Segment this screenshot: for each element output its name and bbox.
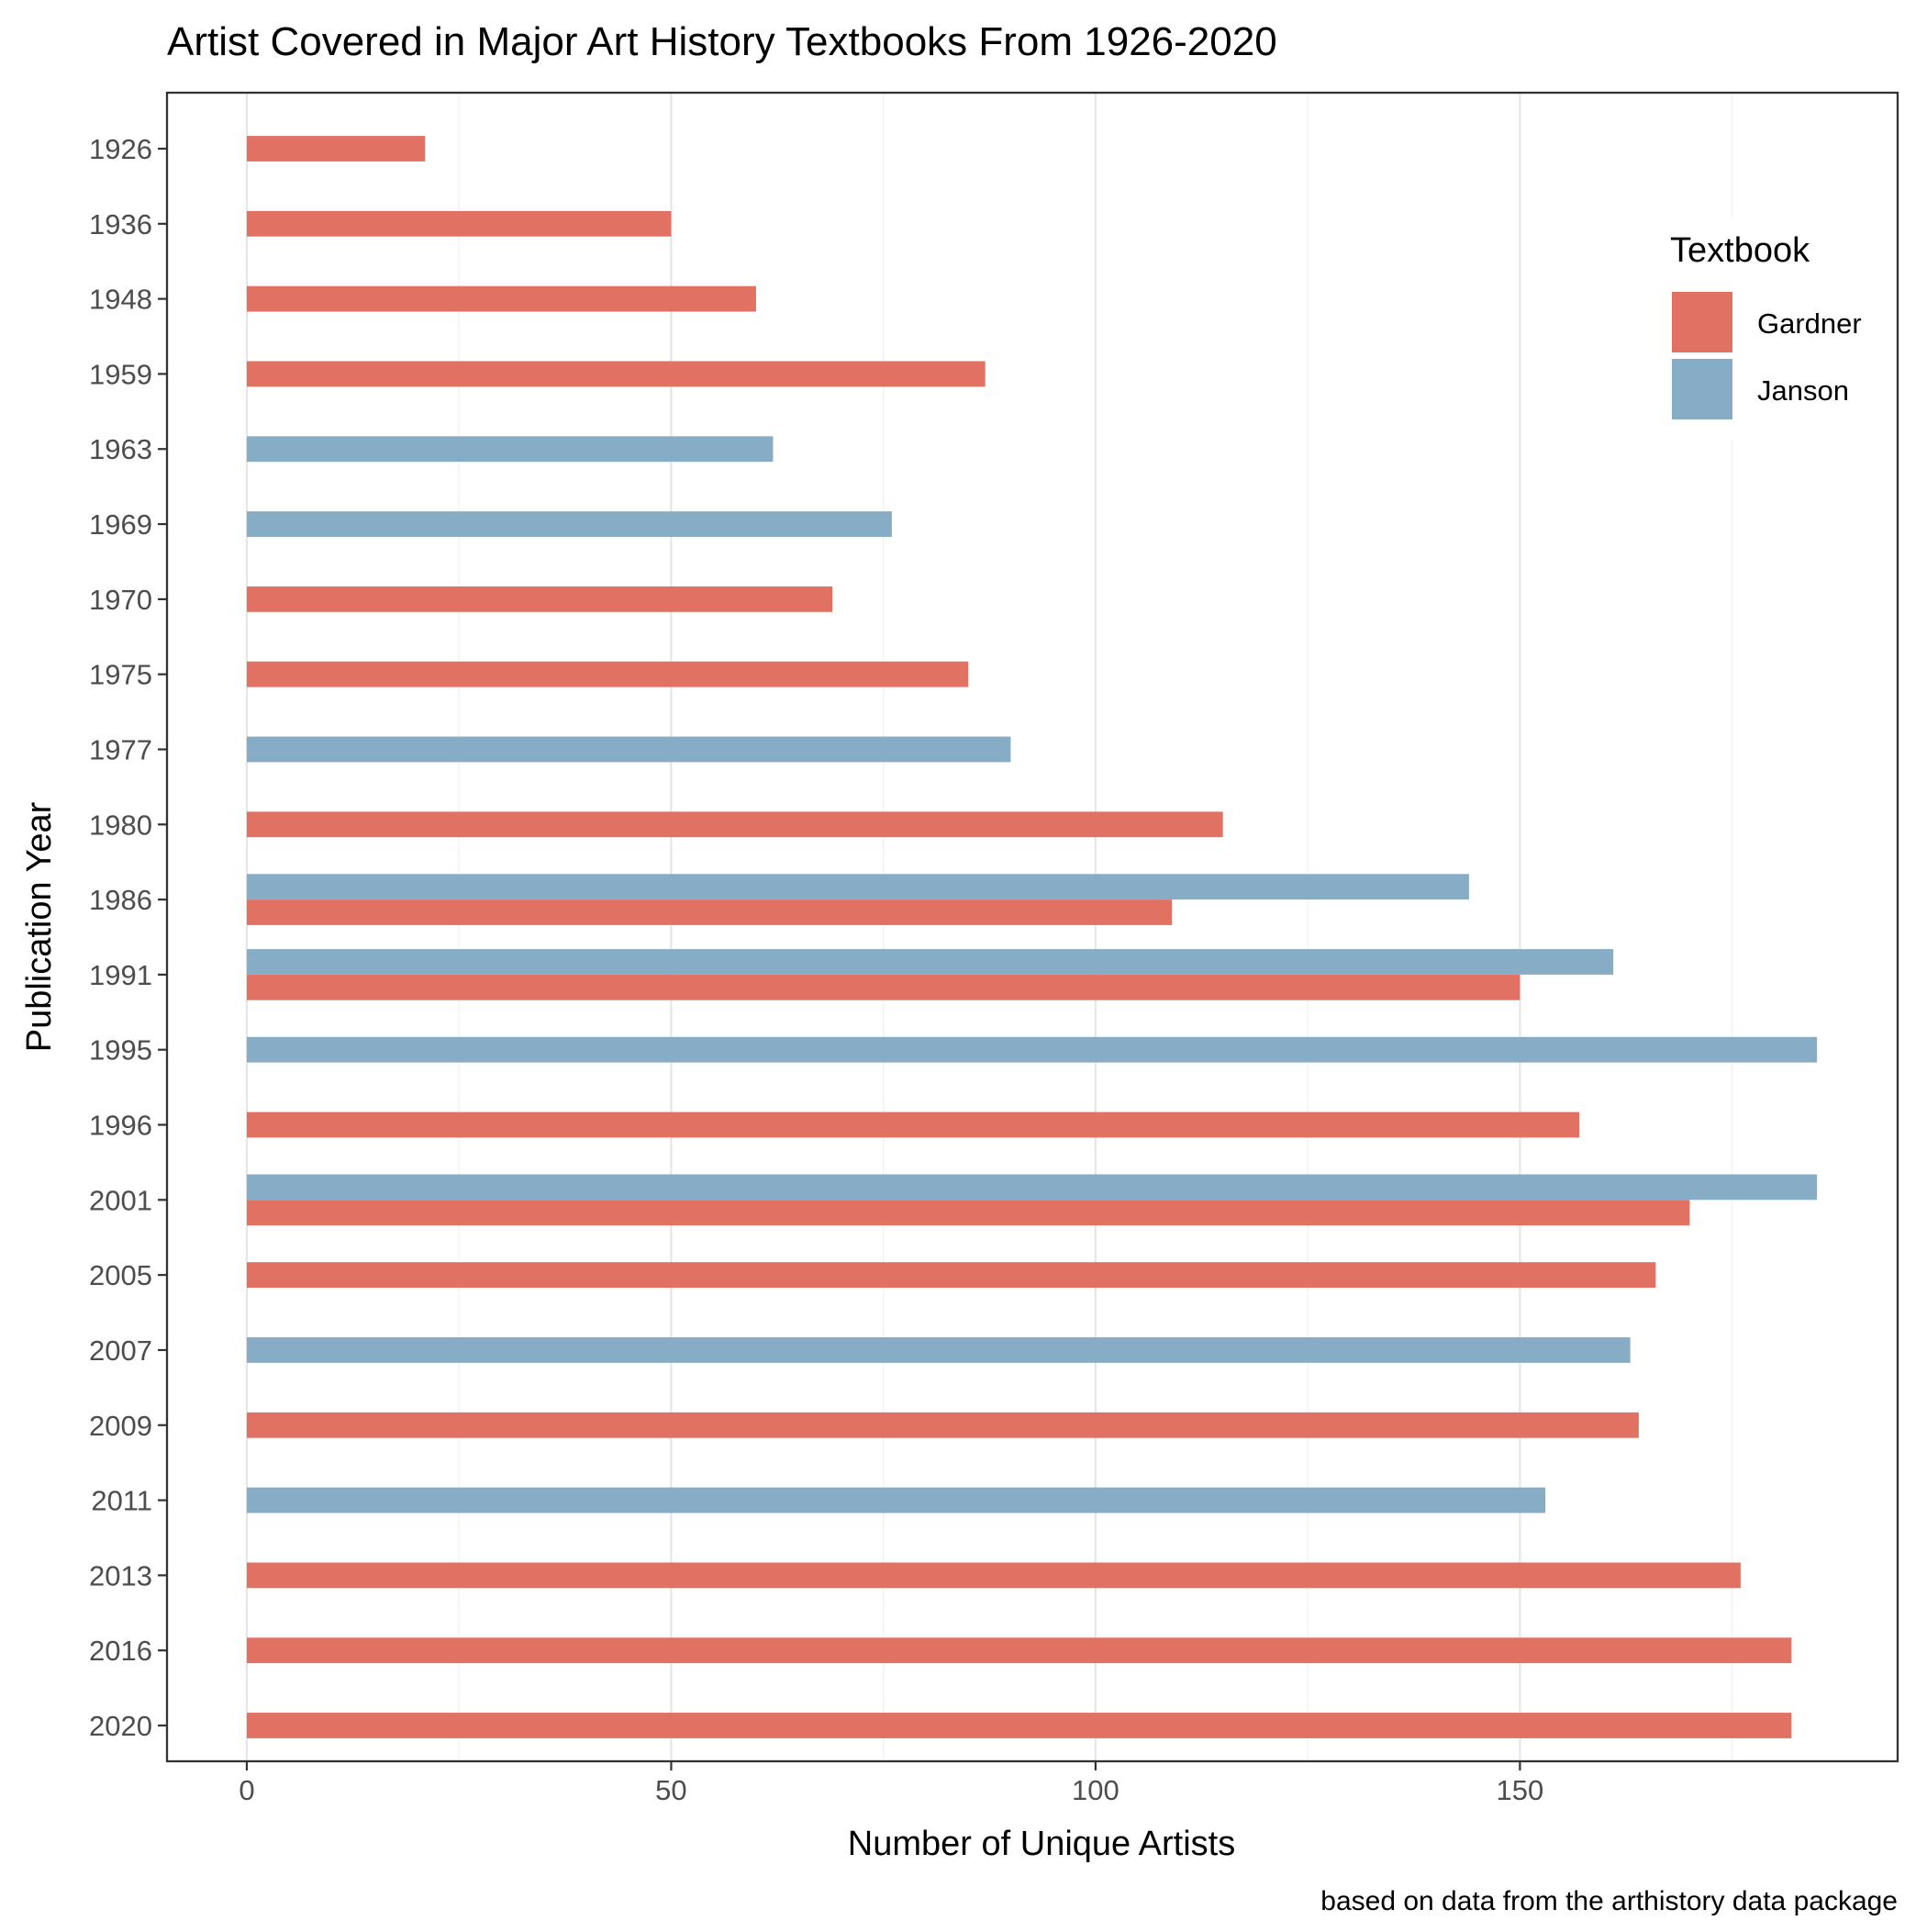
- bar-gardner-1959: [246, 361, 986, 387]
- x-tick-label: 150: [1497, 1774, 1544, 1806]
- y-tick-label: 1977: [89, 733, 152, 765]
- legend: Textbook Gardner Janson: [1650, 218, 1862, 441]
- bar-gardner-1970: [246, 586, 833, 612]
- y-axis-title: Publication Year: [20, 801, 59, 1052]
- bar-janson-1963: [246, 436, 774, 463]
- bar-gardner-1991: [246, 974, 1520, 1000]
- bar-janson-2001: [246, 1174, 1818, 1201]
- bar-janson-1977: [246, 736, 1011, 763]
- bar-janson-1991: [246, 949, 1614, 975]
- y-tick-label: 1986: [89, 884, 152, 916]
- x-tick-label: 100: [1072, 1774, 1119, 1806]
- bar-gardner-2016: [246, 1637, 1792, 1664]
- chart-title: Artist Covered in Major Art History Text…: [167, 19, 1277, 64]
- y-tick-label: 1926: [89, 133, 152, 165]
- y-tick-label: 1959: [89, 358, 152, 390]
- y-tick-label: 2020: [89, 1710, 152, 1742]
- y-tick-label: 1991: [89, 959, 152, 991]
- y-tick-label: 1980: [89, 809, 152, 841]
- x-tick-label: 0: [239, 1774, 254, 1806]
- y-tick-label: 2011: [91, 1485, 152, 1517]
- legend-key-gardner: [1672, 292, 1732, 352]
- y-tick-label: 1936: [89, 208, 152, 240]
- y-tick-label: 1995: [89, 1034, 152, 1067]
- chart-caption: based on data from the arthistory data p…: [1320, 1886, 1898, 1916]
- bar-gardner-1926: [246, 136, 426, 162]
- y-tick-label: 2016: [89, 1635, 152, 1667]
- bar-gardner-2013: [246, 1562, 1741, 1589]
- y-tick-label: 1963: [89, 433, 152, 465]
- legend-label-gardner: Gardner: [1757, 307, 1862, 340]
- y-tick-label: 1975: [89, 659, 152, 691]
- bar-gardner-2005: [246, 1262, 1656, 1289]
- bar-gardner-1936: [246, 210, 672, 237]
- bar-janson-2011: [246, 1487, 1546, 1513]
- y-tick-label: 1970: [89, 584, 152, 616]
- bar-gardner-1996: [246, 1111, 1580, 1138]
- bar-gardner-1975: [246, 661, 969, 687]
- y-tick-label: 2005: [89, 1259, 152, 1291]
- legend-label-janson: Janson: [1757, 374, 1849, 407]
- x-axis-title: Number of Unique Artists: [848, 1825, 1235, 1863]
- plot-panel-border: [165, 91, 1899, 1763]
- bar-gardner-1948: [246, 285, 756, 312]
- bar-gardner-1980: [246, 811, 1223, 838]
- legend-key-janson: [1672, 359, 1732, 419]
- bars: [246, 136, 1818, 1738]
- y-tick-label: 2007: [89, 1335, 152, 1367]
- legend-title: Textbook: [1670, 231, 1810, 270]
- y-tick-label: 1996: [89, 1110, 152, 1142]
- bar-gardner-2001: [246, 1200, 1690, 1226]
- y-tick-label: 2013: [89, 1559, 152, 1591]
- bar-janson-1995: [246, 1036, 1818, 1063]
- bar-janson-2007: [246, 1337, 1631, 1363]
- axis-ticks: 1926 1936 1948 1959 1963 1969 1970 1975 1977 1980…: [89, 133, 1543, 1806]
- y-tick-label: 1969: [89, 508, 152, 541]
- bar-janson-1969: [246, 511, 892, 537]
- y-tick-label: 2009: [89, 1410, 152, 1442]
- y-tick-label: 1948: [89, 284, 152, 316]
- bar-janson-1986: [246, 874, 1469, 900]
- x-tick-label: 50: [655, 1774, 686, 1806]
- y-tick-label: 2001: [89, 1184, 152, 1216]
- bar-gardner-1986: [246, 899, 1173, 925]
- bar-gardner-2009: [246, 1412, 1639, 1438]
- bar-gardner-2020: [246, 1713, 1792, 1738]
